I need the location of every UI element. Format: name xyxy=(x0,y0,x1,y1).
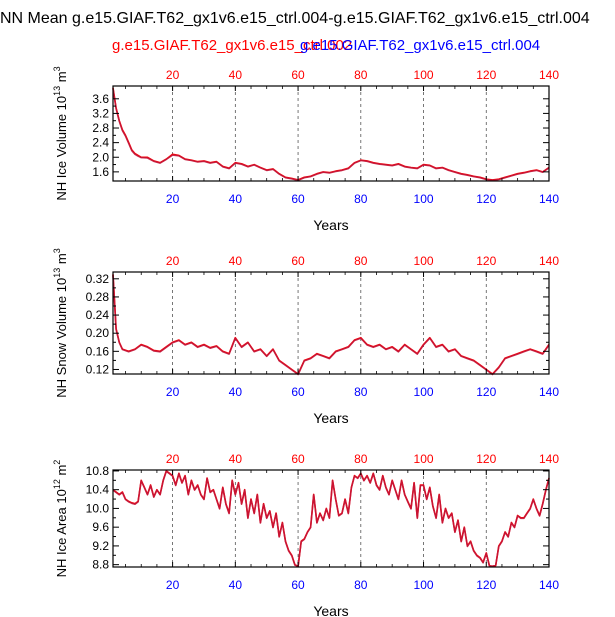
x-tick-label-top: 80 xyxy=(354,68,368,82)
x-tick-label-bottom: 80 xyxy=(354,578,368,592)
x-tick-label-top: 140 xyxy=(539,452,559,466)
y-tick-label: 10.8 xyxy=(86,464,110,478)
series-line-ctrl-004 xyxy=(112,275,550,376)
y-tick-label: 10.4 xyxy=(86,483,110,497)
y-axis-label: NH Ice Area 1012 m2 xyxy=(52,460,69,578)
x-tick-label-bottom: 120 xyxy=(476,192,496,206)
legend-ctrl-002: g.e15.GIAF.T62_gx1v6.e15_ctrl.002 xyxy=(112,37,352,54)
x-tick-label-bottom: 20 xyxy=(166,578,180,592)
y-tick-label: 3.6 xyxy=(92,92,109,106)
y-tick-label: 10.0 xyxy=(86,501,110,515)
series-line-ctrl-004 xyxy=(112,88,550,182)
y-tick-label: 2.0 xyxy=(92,150,109,164)
x-tick-label-bottom: 40 xyxy=(229,578,243,592)
x-tick-label-bottom: 60 xyxy=(291,578,305,592)
y-tick-label: 0.16 xyxy=(86,344,110,358)
x-tick-label-top: 40 xyxy=(229,254,243,268)
legend-ctrl-004: g.e15.GIAF.T62_gx1v6.e15_ctrl.004 xyxy=(300,37,540,54)
x-tick-label-bottom: 100 xyxy=(414,192,434,206)
x-tick-label-top: 20 xyxy=(166,254,180,268)
x-tick-label-top: 60 xyxy=(291,254,305,268)
x-tick-label-top: 140 xyxy=(539,254,559,268)
x-tick-label-top: 40 xyxy=(229,68,243,82)
y-axis-label-main: NH Ice Volume 10 xyxy=(54,96,69,201)
y-axis-label-exponent: 13 xyxy=(52,86,62,96)
y-axis-label-unit: m xyxy=(54,253,69,264)
y-axis-label: NH Snow Volume 1013 m3 xyxy=(52,248,69,397)
x-tick-label-bottom: 120 xyxy=(476,578,496,592)
x-axis-label: Years xyxy=(313,603,348,617)
y-tick-label: 0.20 xyxy=(86,326,110,340)
panel-3: 8.8 9.2 9.6 10.0 10.4 10.8 20 20 40 40 60 60 80 80 100… xyxy=(52,452,559,617)
x-tick-label-bottom: 20 xyxy=(166,385,180,399)
x-tick-label-bottom: 120 xyxy=(476,385,496,399)
series-line-ctrl-002 xyxy=(112,274,550,375)
y-tick-label: 2.8 xyxy=(92,121,109,135)
y-tick-label: 2.4 xyxy=(92,136,109,150)
x-tick-label-top: 100 xyxy=(414,254,434,268)
x-tick-label-bottom: 60 xyxy=(291,192,305,206)
x-tick-label-top: 120 xyxy=(476,452,496,466)
panel-1: 1.62.02.42.83.23.6 20 20 40 40 60 60 80 80 100 100… xyxy=(52,66,559,233)
y-axis-label-main: NH Ice Area 10 xyxy=(54,489,69,577)
y-axis-label-unit: m xyxy=(54,465,69,476)
y-axis-label-unit: m xyxy=(54,71,69,82)
x-tick-label-bottom: 80 xyxy=(354,385,368,399)
series-line-ctrl-002 xyxy=(112,470,550,568)
x-axis-label: Years xyxy=(313,217,348,233)
series-line-ctrl-002 xyxy=(112,87,550,181)
y-axis-label-exponent: 13 xyxy=(52,268,62,278)
y-axis-label-main: NH Snow Volume 10 xyxy=(54,278,69,398)
panel-2: 0.12 0.16 0.20 0.24 0.28 0.32 20 20 40 40 60 60 80 80… xyxy=(52,248,559,426)
x-tick-label-top: 120 xyxy=(476,68,496,82)
x-tick-label-top: 20 xyxy=(166,68,180,82)
x-tick-label-top: 140 xyxy=(539,68,559,82)
x-tick-label-top: 80 xyxy=(354,452,368,466)
plot-frame xyxy=(112,271,550,375)
x-tick-label-top: 20 xyxy=(166,452,180,466)
x-tick-label-top: 60 xyxy=(291,452,305,466)
x-tick-label-bottom: 40 xyxy=(229,192,243,206)
x-tick-label-bottom: 40 xyxy=(229,385,243,399)
y-tick-label: 0.32 xyxy=(86,272,110,286)
plot-frame xyxy=(112,469,550,568)
y-tick-label: 9.2 xyxy=(92,539,109,553)
figure-title: NN Mean g.e15.GIAF.T62_gx1v6.e15_ctrl.00… xyxy=(0,10,590,27)
y-tick-label: 0.28 xyxy=(86,290,110,304)
x-tick-label-top: 80 xyxy=(354,254,368,268)
y-axis-label-unit-exponent: 3 xyxy=(52,66,62,71)
x-tick-label-bottom: 140 xyxy=(539,192,559,206)
y-axis-label-unit-exponent: 3 xyxy=(52,248,62,253)
y-tick-label: 0.24 xyxy=(86,308,110,322)
x-tick-label-top: 40 xyxy=(229,452,243,466)
y-tick-label: 0.12 xyxy=(86,362,110,376)
series-line-ctrl-004 xyxy=(112,470,550,567)
y-tick-label: 9.6 xyxy=(92,520,109,534)
x-tick-label-top: 120 xyxy=(476,254,496,268)
x-tick-label-top: 100 xyxy=(414,68,434,82)
x-tick-label-bottom: 140 xyxy=(539,385,559,399)
x-tick-label-bottom: 140 xyxy=(539,578,559,592)
plot-frame xyxy=(112,85,550,182)
y-tick-label: 1.6 xyxy=(92,165,109,179)
x-tick-label-bottom: 100 xyxy=(414,385,434,399)
x-tick-label-bottom: 60 xyxy=(291,385,305,399)
x-tick-label-bottom: 80 xyxy=(354,192,368,206)
x-tick-label-top: 100 xyxy=(414,452,434,466)
y-tick-label: 3.2 xyxy=(92,106,109,120)
x-tick-label-bottom: 100 xyxy=(414,578,434,592)
x-axis-label: Years xyxy=(313,410,348,426)
y-axis-label: NH Ice Volume 1013 m3 xyxy=(52,66,69,200)
x-tick-label-bottom: 20 xyxy=(166,192,180,206)
x-tick-label-top: 60 xyxy=(291,68,305,82)
y-tick-label: 8.8 xyxy=(92,558,109,572)
y-axis-label-unit-exponent: 2 xyxy=(52,460,62,465)
y-axis-label-exponent: 12 xyxy=(52,479,62,489)
